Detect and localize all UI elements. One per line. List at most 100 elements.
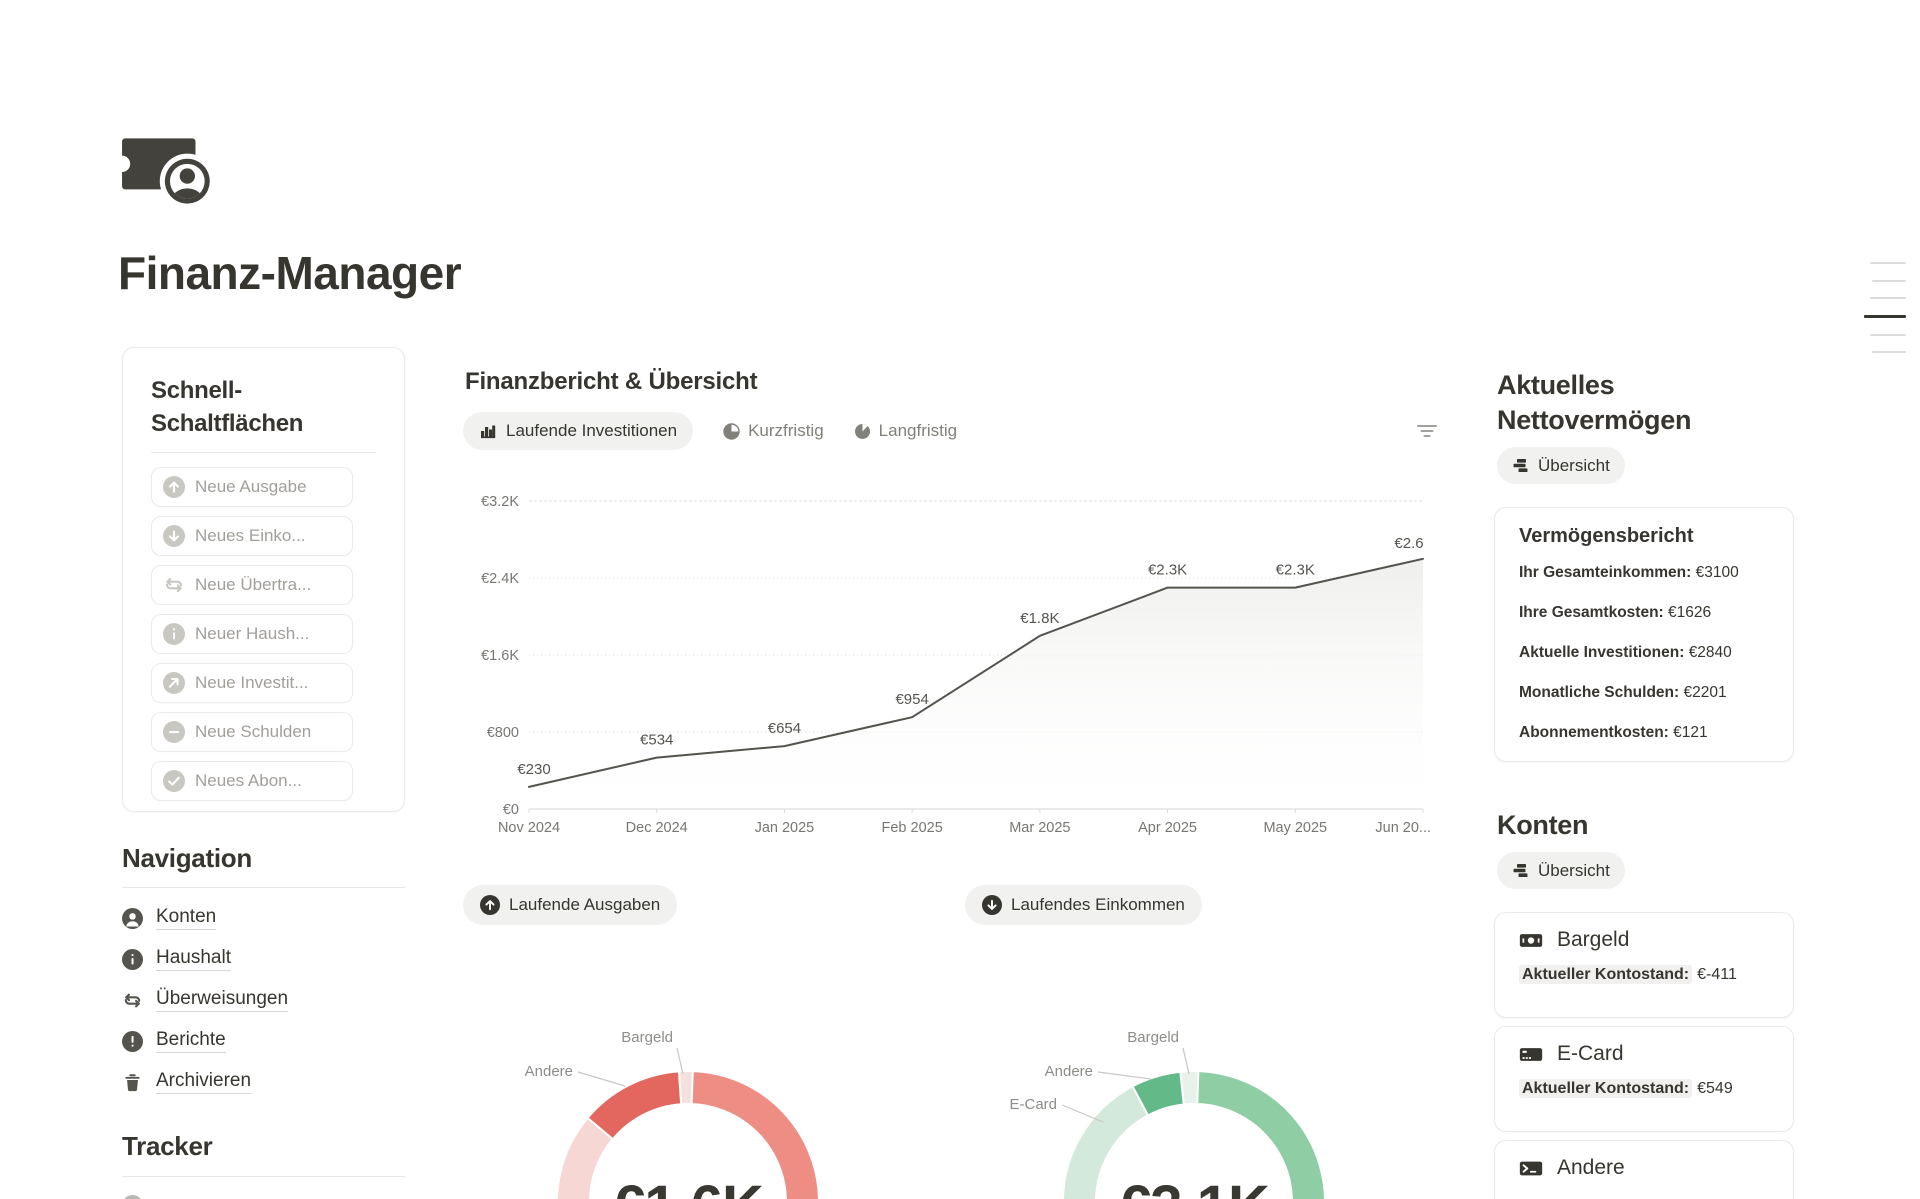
tab-langfristig[interactable]: Langfristig xyxy=(854,421,957,441)
tracker-title: Tracker xyxy=(122,1131,213,1161)
svg-text:Andere: Andere xyxy=(525,1063,573,1080)
account-card-bargeld[interactable]: Bargeld Aktueller Kontostand: €-411 xyxy=(1494,912,1794,1018)
account-card-ecard[interactable]: E-Card Aktueller Kontostand: €549 xyxy=(1494,1026,1794,1132)
accounts-heading: Konten xyxy=(1497,810,1589,840)
quick-button-label: Neue Investit... xyxy=(195,673,309,692)
info-circle-icon xyxy=(122,948,143,970)
report-row-value: €2840 xyxy=(1688,644,1732,661)
tab-label: Kurzfristig xyxy=(748,421,824,440)
report-row-value: €2201 xyxy=(1683,684,1727,701)
arrow-down-circle-icon xyxy=(163,525,185,547)
nav-item-archivieren[interactable]: Archivieren xyxy=(122,1070,405,1094)
outline-line[interactable] xyxy=(1872,351,1906,353)
accounts-overview-button[interactable]: Übersicht xyxy=(1497,852,1625,889)
svg-text:€800: €800 xyxy=(487,725,519,741)
quick-button-label: Neue Schulden xyxy=(195,722,312,741)
laufendes-einkommen-button[interactable]: Laufendes Einkommen xyxy=(965,885,1202,925)
nav-item-label: Archivieren xyxy=(156,1070,252,1094)
svg-text:€3.2K: €3.2K xyxy=(481,494,519,510)
report-row: Abonnementkosten: €121 xyxy=(1519,724,1769,742)
tracker-section: Tracker xyxy=(122,1131,405,1199)
svg-text:Jan 2025: Jan 2025 xyxy=(755,820,815,836)
divider xyxy=(122,1176,405,1177)
networth-overview-button[interactable]: Übersicht xyxy=(1497,447,1625,484)
outline-indicator[interactable] xyxy=(1862,262,1906,369)
stacked-bars-icon xyxy=(1513,864,1528,877)
divider xyxy=(151,452,376,453)
outline-line[interactable] xyxy=(1870,262,1906,264)
tab-kurzfristig[interactable]: Kurzfristig xyxy=(723,421,824,441)
svg-text:€2.6: €2.6 xyxy=(1394,535,1423,552)
nav-item-label: Berichte xyxy=(156,1029,226,1053)
svg-text:€1.6K: €1.6K xyxy=(481,648,519,664)
alert-circle-icon xyxy=(122,1030,143,1052)
report-row-value: €121 xyxy=(1673,724,1708,741)
vermoegensbericht-title: Vermögensbericht xyxy=(1519,525,1694,547)
new-subscription-button[interactable]: Neues Abon... xyxy=(151,761,353,801)
quick-button-label: Neuer Haush... xyxy=(195,624,310,643)
svg-text:May 2025: May 2025 xyxy=(1263,820,1327,836)
new-transfer-button[interactable]: Neue Übertra... xyxy=(151,565,353,605)
svg-text:Mar 2025: Mar 2025 xyxy=(1009,820,1070,836)
new-debt-button[interactable]: Neue Schulden xyxy=(151,712,353,752)
nav-item-haushalt[interactable]: Haushalt xyxy=(122,947,405,971)
arrow-up-circle-icon xyxy=(480,895,500,915)
account-card-andere[interactable]: Andere xyxy=(1494,1140,1794,1199)
tracker-item-icon[interactable] xyxy=(122,1195,143,1199)
account-balance: Aktueller Kontostand: €549 xyxy=(1519,1079,1769,1098)
svg-text:€2.3K: €2.3K xyxy=(1276,562,1315,579)
report-row-label: Ihre Gesamtkosten: xyxy=(1519,604,1664,621)
ausgaben-donut-chart: Bargeld Andere €1.6K xyxy=(525,1029,820,1199)
svg-text:Apr 2025: Apr 2025 xyxy=(1138,820,1197,836)
navigation-title: Navigation xyxy=(122,843,252,873)
report-tabs: Laufende Investitionen Kurzfristig Langf… xyxy=(463,411,1439,451)
new-investment-button[interactable]: Neue Investit... xyxy=(151,663,353,703)
toggle-label: Laufende Ausgaben xyxy=(509,895,661,914)
toggle-label: Laufendes Einkommen xyxy=(1011,895,1185,914)
report-row: Monatliche Schulden: €2201 xyxy=(1519,684,1769,702)
einkommen-donut-chart: Bargeld Andere E-Card €3.1K xyxy=(1009,1029,1326,1199)
arrow-down-circle-icon xyxy=(982,895,1002,915)
svg-text:Bargeld: Bargeld xyxy=(1127,1029,1179,1046)
filter-icon[interactable] xyxy=(1415,421,1439,441)
outline-line[interactable] xyxy=(1872,279,1906,282)
pie-quarter-icon xyxy=(723,422,740,440)
divider xyxy=(122,887,405,888)
app-logo banknote-coin-icon xyxy=(113,134,222,215)
outline-line[interactable] xyxy=(1870,297,1906,299)
transfer-icon xyxy=(165,577,183,593)
outline-line-active[interactable] xyxy=(1864,314,1906,318)
new-income-button[interactable]: Neues Einko... xyxy=(151,516,353,556)
report-row-value: €1626 xyxy=(1668,604,1712,621)
nav-item-berichte[interactable]: Berichte xyxy=(122,1029,405,1053)
tab-laufende-investitionen[interactable]: Laufende Investitionen xyxy=(463,412,694,450)
balance-label: Aktueller Kontostand: xyxy=(1519,965,1693,984)
tab-label: Langfristig xyxy=(878,421,958,440)
svg-text:€654: €654 xyxy=(768,720,801,737)
overview-label: Übersicht xyxy=(1538,455,1610,475)
new-expense-button[interactable]: Neue Ausgabe xyxy=(151,467,353,507)
account-name: Bargeld xyxy=(1557,928,1630,951)
page-title: Finanz-Manager xyxy=(118,247,462,299)
nav-item-label: Konten xyxy=(156,906,217,930)
outline-line[interactable] xyxy=(1870,333,1906,336)
networth-heading-line1: Aktuelles xyxy=(1497,370,1615,400)
trending-up-circle-icon xyxy=(163,672,185,694)
credit-card-icon xyxy=(1519,1047,1543,1061)
report-row-label: Abonnementkosten: xyxy=(1519,724,1669,741)
report-title: Finanzbericht & Übersicht xyxy=(465,368,758,395)
svg-text:Andere: Andere xyxy=(1045,1063,1093,1080)
nav-item-konten[interactable]: Konten xyxy=(122,906,405,930)
svg-text:€534: €534 xyxy=(640,732,673,749)
svg-text:€2.3K: €2.3K xyxy=(1148,562,1187,579)
networth-heading: Aktuelles Nettovermögen xyxy=(1497,368,1691,438)
new-household-button[interactable]: Neuer Haush... xyxy=(151,614,353,654)
laufende-ausgaben-button[interactable]: Laufende Ausgaben xyxy=(463,885,678,925)
svg-text:€230: €230 xyxy=(517,761,550,778)
nav-item-label: Haushalt xyxy=(156,947,231,971)
svg-text:Dec 2024: Dec 2024 xyxy=(626,820,688,836)
report-row-label: Monatliche Schulden: xyxy=(1519,684,1680,701)
nav-item-ueberweisungen[interactable]: Überweisungen xyxy=(122,988,405,1012)
svg-text:€954: €954 xyxy=(895,691,928,708)
